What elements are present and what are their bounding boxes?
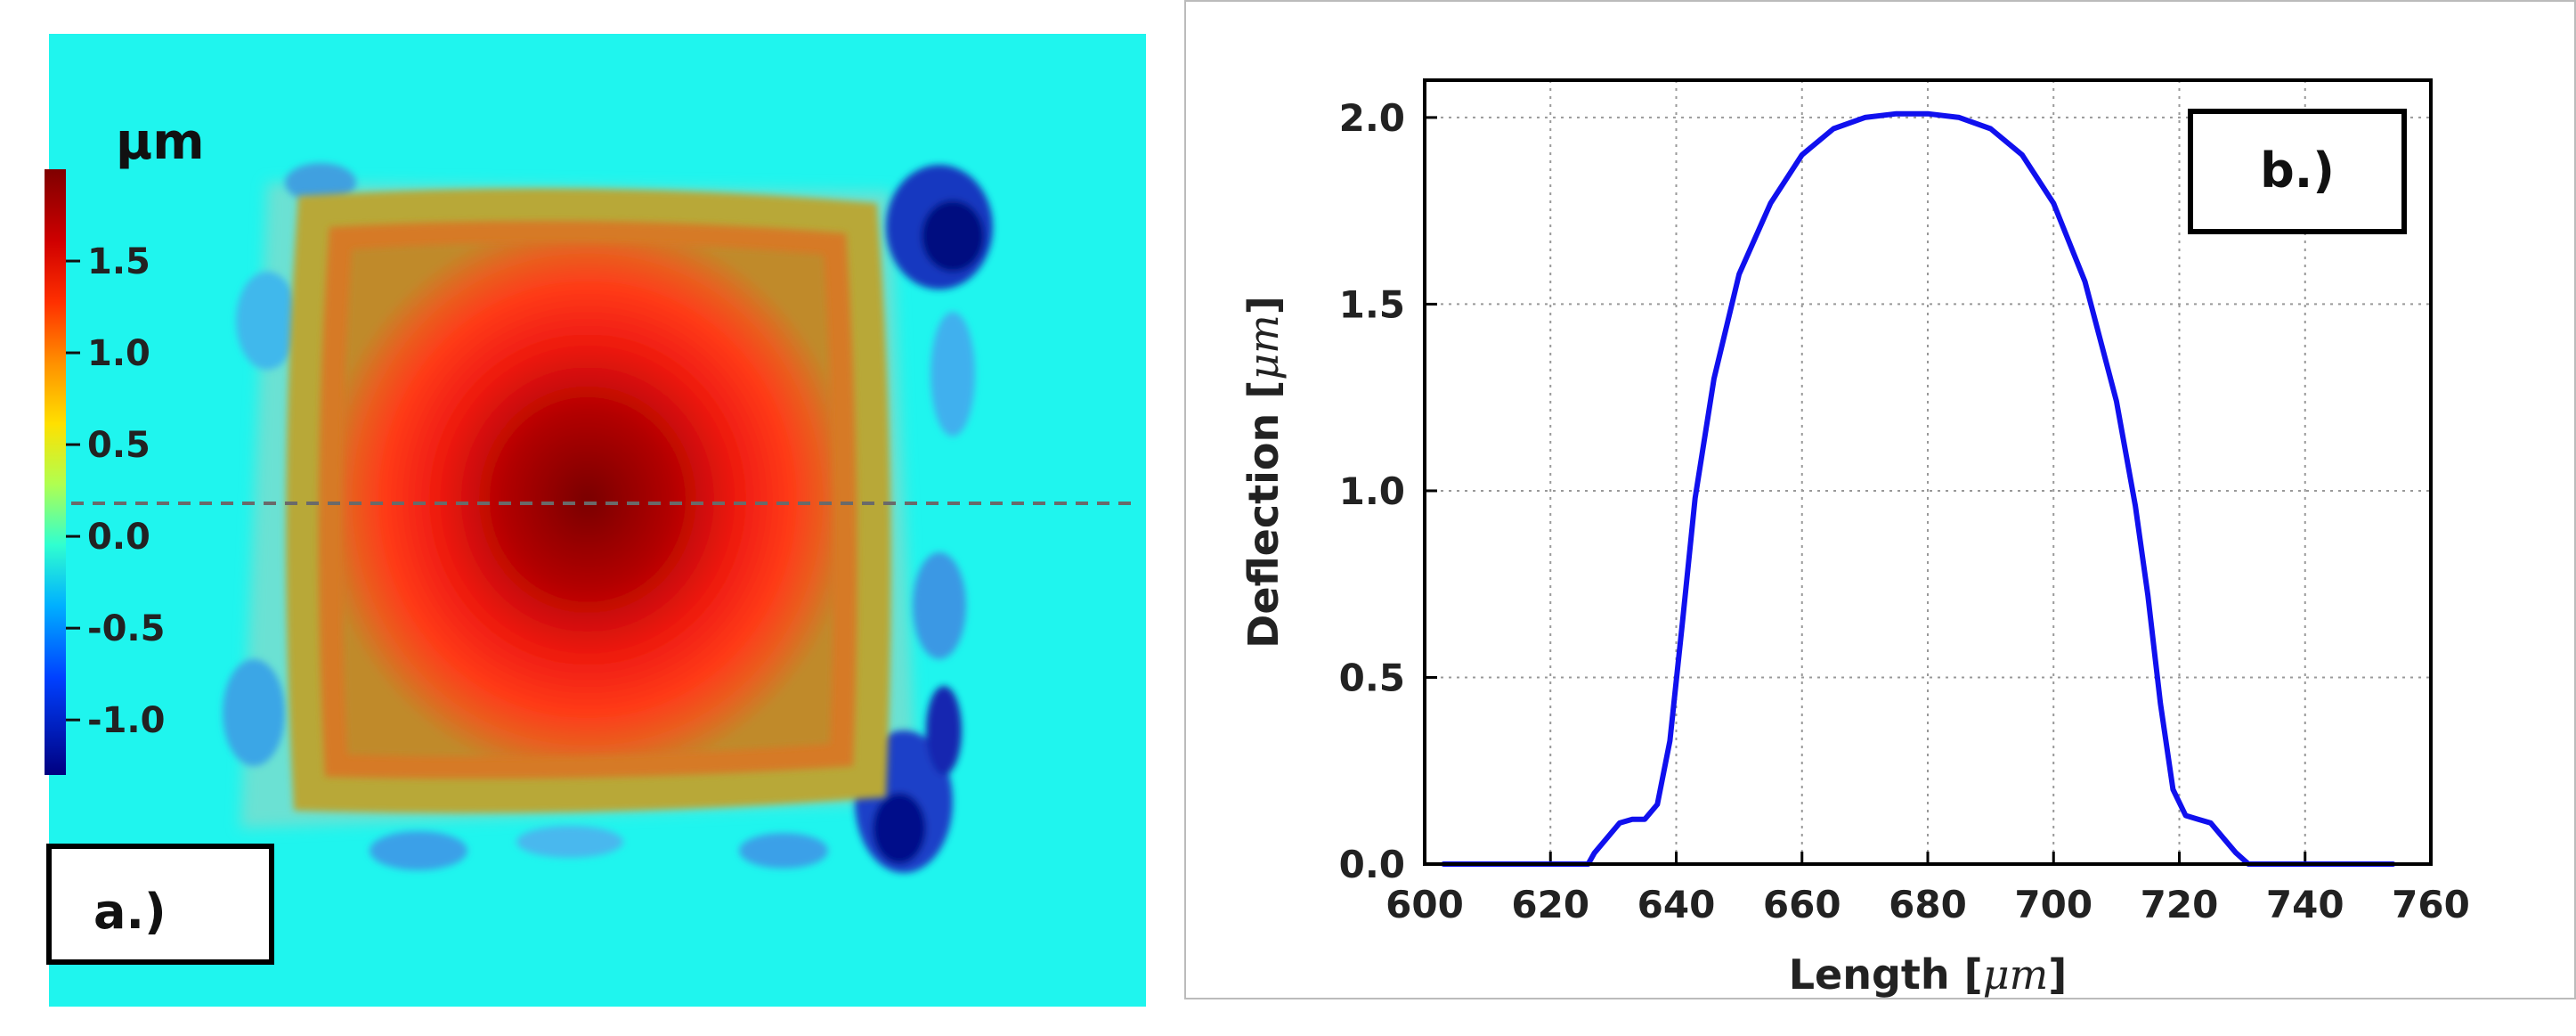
x-tick-label: 680 — [1889, 883, 1967, 926]
panel-a-label-box — [46, 844, 274, 965]
colorbar-tick-label: 1.5 — [87, 241, 150, 282]
x-tick-label: 760 — [2392, 883, 2470, 926]
panel-b-label-box — [2188, 109, 2407, 234]
colorbar — [45, 169, 66, 775]
colorbar-unit-label: μm — [116, 113, 205, 171]
y-tick-label: 1.5 — [1339, 282, 1405, 326]
panel-b-label: b.) — [2260, 143, 2335, 199]
edge-artifacts — [223, 163, 975, 870]
x-tick-label: 660 — [1763, 883, 1841, 926]
figure-frame — [1184, 0, 2576, 999]
height-map-panel: 1.5 1.0 0.5 0.0 -0.5 -1.0 μm a.) — [45, 34, 1146, 1007]
colorbar-tick-label: 1.0 — [87, 333, 150, 374]
x-tick-label: 620 — [1511, 883, 1589, 926]
y-axis-label: Deflection [μm] — [1239, 296, 1288, 649]
y-tick-label: 0.0 — [1339, 843, 1405, 886]
colorbar-tick-label: -0.5 — [87, 608, 165, 649]
colorbar-tick-label: 0.0 — [87, 517, 150, 558]
deflection-line — [1441, 110, 2396, 867]
y-tick-label: 1.0 — [1339, 469, 1405, 513]
membrane-dome — [342, 242, 833, 757]
x-tick-label: 720 — [2141, 883, 2219, 926]
x-tick-label: 600 — [1386, 883, 1464, 926]
colorbar-ticks: 1.5 1.0 0.5 0.0 -0.5 -1.0 — [66, 241, 165, 741]
x-tick-label: 700 — [2014, 883, 2092, 926]
colorbar-tick-label: 0.5 — [87, 425, 150, 466]
plot-area-border — [1423, 78, 2433, 866]
deflection-chart: 600 620 640 660 680 700 720 740 760 0.0 0.5 1.0 1.5 2… — [1184, 0, 2576, 999]
y-tick-label: 0.5 — [1339, 656, 1405, 699]
x-tick-label: 740 — [2266, 883, 2344, 926]
panel-a-label: a.) — [93, 884, 167, 940]
deflection-chart-panel: 600 620 640 660 680 700 720 740 760 0.0 0.5 1.0 1.5 2… — [1184, 0, 2576, 999]
y-tick-label: 2.0 — [1339, 96, 1405, 140]
colorbar-tick-label: -1.0 — [87, 700, 165, 741]
x-axis-label: Length [μm] — [1789, 950, 2068, 999]
x-tick-label: 640 — [1637, 883, 1716, 926]
